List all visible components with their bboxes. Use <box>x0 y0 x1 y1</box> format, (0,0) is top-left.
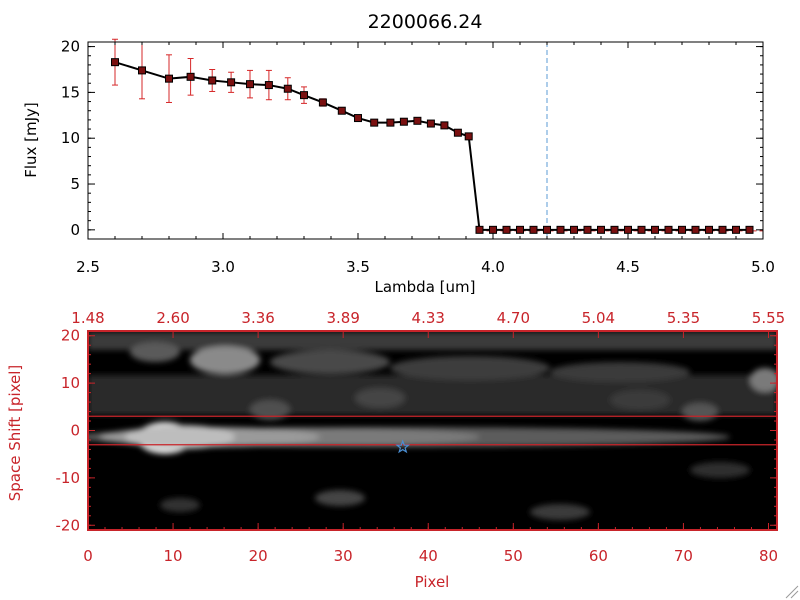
data-point <box>475 225 484 234</box>
spectrum-image <box>88 331 777 530</box>
data-point <box>111 58 119 67</box>
data-point <box>386 118 395 127</box>
data-point <box>208 76 217 85</box>
image-y-tick-label: -20 <box>56 516 81 534</box>
data-point <box>370 118 379 127</box>
data-point <box>264 81 273 90</box>
image-y-ticks: -20 -10 0 10 20 <box>56 327 777 534</box>
image-x-tick-label: 80 <box>759 547 778 565</box>
data-point <box>529 225 538 234</box>
data-point <box>453 128 462 137</box>
data-point <box>489 225 497 234</box>
image-y-tick-label: 20 <box>61 327 80 345</box>
image-top-tick-label: 3.89 <box>326 309 359 327</box>
data-point <box>543 225 551 234</box>
x-tick-label: 3.5 <box>346 258 370 276</box>
data-point <box>227 78 236 87</box>
y-tick-label: 5 <box>70 175 80 193</box>
data-point <box>678 225 686 234</box>
x-tick-label: 3.0 <box>211 258 235 276</box>
image-x-ticks: 0 10 20 30 40 50 60 70 80 <box>83 523 778 565</box>
y-tick-label: 10 <box>61 129 80 147</box>
data-point <box>337 106 346 115</box>
image-top-tick-label: 4.33 <box>412 309 445 327</box>
resize-grip-icon[interactable] <box>785 585 799 599</box>
spectrum-x-label: Lambda [um] <box>375 278 476 296</box>
image-top-tick-label: 1.48 <box>71 309 104 327</box>
image-panel: 0 10 20 30 40 50 60 70 80 1.48 2.60 3.36 3.89 4.33 4.… <box>6 309 785 591</box>
data-point <box>597 225 605 234</box>
spectrum-plot-area <box>111 38 763 239</box>
spectrum-y-label: Flux [mJy] <box>22 102 40 178</box>
image-x-tick-label: 30 <box>334 547 353 565</box>
data-point <box>664 225 673 234</box>
x-tick-label: 2.5 <box>76 258 100 276</box>
image-top-tick-label: 2.60 <box>156 309 189 327</box>
data-point <box>283 84 292 93</box>
data-point <box>246 80 254 89</box>
y-tick-label: 15 <box>61 83 80 101</box>
x-tick-label: 4.5 <box>616 258 640 276</box>
image-top-tick-label: 3.36 <box>241 309 274 327</box>
x-tick-label: 4.0 <box>481 258 505 276</box>
image-y-label: Space Shift [pixel] <box>6 365 24 502</box>
y-tick-label: 20 <box>61 38 80 56</box>
data-point <box>318 98 327 107</box>
image-x-tick-label: 0 <box>83 547 93 565</box>
data-point <box>354 114 362 123</box>
image-x-tick-label: 70 <box>674 547 693 565</box>
data-point <box>651 225 659 234</box>
data-point <box>300 91 308 100</box>
data-point <box>399 117 408 126</box>
image-top-tick-label: 5.55 <box>752 309 785 327</box>
image-x-label: Pixel <box>415 573 450 591</box>
data-point <box>718 225 727 234</box>
image-x-tick-label: 10 <box>164 547 183 565</box>
spectrum-frame <box>87 41 764 240</box>
data-point <box>732 225 740 234</box>
y-tick-label: 0 <box>70 221 80 239</box>
chart-title: 2200066.24 <box>368 11 483 33</box>
data-point <box>556 225 565 234</box>
image-x-tick-label: 50 <box>504 547 523 565</box>
image-y-tick-label: -10 <box>56 469 81 487</box>
data-point <box>705 225 713 234</box>
image-overlay <box>88 415 777 454</box>
spectrum-y-ticks: 0 5 10 15 20 <box>61 38 763 239</box>
star-marker <box>395 439 411 454</box>
data-point <box>413 116 422 125</box>
image-y-tick-label: 0 <box>70 422 80 440</box>
data-point <box>426 119 435 128</box>
data-point <box>502 225 511 234</box>
image-top-ticks: 1.48 2.60 3.36 3.89 4.33 4.70 5.04 5.35 5.55 <box>71 309 785 338</box>
data-point <box>745 225 754 234</box>
spectrum-x-ticks: 2.5 3.0 3.5 4.0 4.5 5.0 <box>76 42 775 276</box>
image-y-tick-label: 10 <box>61 374 80 392</box>
image-top-tick-label: 5.04 <box>582 309 615 327</box>
data-point <box>610 225 619 234</box>
x-tick-label: 5.0 <box>751 258 775 276</box>
data-point <box>624 225 632 234</box>
spectrum-panel: 2200066.24 2.5 3.0 3.5 4.0 4.5 5.0 0 5 10 15 20 L… <box>22 11 775 296</box>
data-point <box>570 225 578 234</box>
image-top-tick-label: 5.35 <box>667 309 700 327</box>
series-line <box>114 61 750 231</box>
data-point <box>516 225 524 234</box>
data-point <box>691 225 700 234</box>
image-x-tick-label: 60 <box>589 547 608 565</box>
data-point <box>583 225 592 234</box>
data-point <box>464 132 473 141</box>
image-x-tick-label: 40 <box>419 547 438 565</box>
image-x-tick-label: 20 <box>249 547 268 565</box>
data-point <box>186 72 195 81</box>
data-point <box>637 225 646 234</box>
image-top-tick-label: 4.70 <box>497 309 530 327</box>
data-point <box>165 74 173 83</box>
data-point <box>138 66 146 75</box>
data-point <box>440 121 449 130</box>
